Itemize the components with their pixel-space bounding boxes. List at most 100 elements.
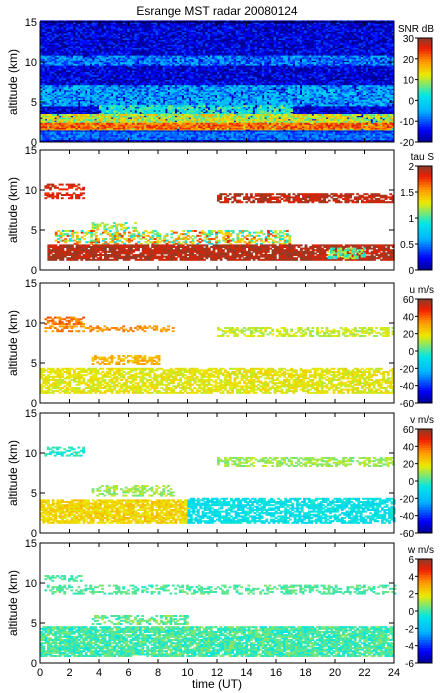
- data-cell: [132, 23, 135, 26]
- data-cell: [160, 28, 164, 31]
- data-cell: [73, 74, 76, 77]
- data-cell: [63, 68, 67, 71]
- data-cell: [91, 36, 95, 39]
- data-cell: [73, 110, 76, 112]
- data-cell: [77, 33, 81, 36]
- data-cell: [42, 81, 46, 84]
- data-cell: [82, 47, 86, 50]
- data-cell: [174, 82, 178, 85]
- data-cell: [82, 25, 86, 28]
- data-cell: [103, 42, 107, 45]
- data-cell: [66, 39, 69, 42]
- data-cell: [176, 68, 180, 71]
- data-cell: [103, 36, 107, 39]
- data-cell: [101, 31, 105, 34]
- data-cell: [84, 81, 88, 84]
- data-cell: [174, 84, 178, 87]
- data-cell: [82, 20, 86, 23]
- data-cell: [132, 39, 135, 42]
- data-cell: [91, 38, 95, 40]
- data-cell: [110, 44, 114, 47]
- data-cell: [153, 22, 157, 24]
- data-cell: [115, 49, 119, 52]
- data-cell: [117, 79, 121, 82]
- data-cell: [68, 70, 72, 72]
- data-cell: [42, 49, 46, 52]
- data-cell: [42, 111, 46, 114]
- data-cell: [49, 78, 53, 80]
- data-cell: [176, 23, 180, 26]
- data-cell: [89, 74, 93, 77]
- data-cell: [141, 140, 145, 143]
- data-cell: [169, 68, 173, 71]
- data-cell: [44, 28, 48, 31]
- data-cell: [80, 47, 83, 50]
- data-cell: [61, 111, 64, 114]
- data-cell: [77, 79, 81, 82]
- data-cell: [84, 65, 88, 68]
- data-cell: [162, 79, 166, 82]
- data-cell: [110, 49, 114, 52]
- data-cell: [172, 30, 175, 32]
- data-cell: [158, 70, 161, 72]
- data-cell: [127, 46, 131, 48]
- data-cell: [141, 68, 145, 71]
- data-cell: [134, 25, 138, 28]
- data-cell: [139, 39, 142, 42]
- data-cell: [176, 46, 180, 48]
- data-cell: [106, 62, 109, 64]
- data-cell: [134, 26, 138, 29]
- data-cell: [49, 23, 53, 26]
- data-cell: [82, 82, 86, 85]
- data-cell: [56, 82, 60, 85]
- data-cell: [75, 65, 79, 68]
- data-cell: [54, 49, 57, 52]
- data-cell: [73, 62, 76, 64]
- data-cell: [146, 38, 149, 40]
- data-cell: [91, 20, 95, 23]
- data-cell: [155, 36, 159, 39]
- data-cell: [153, 42, 157, 45]
- data-cell: [172, 28, 175, 31]
- data-cell: [120, 26, 123, 29]
- data-cell: [63, 49, 67, 52]
- data-cell: [101, 140, 105, 143]
- data-cell: [165, 66, 168, 69]
- data-cell: [141, 76, 145, 79]
- data-cell: [158, 71, 161, 74]
- data-cell: [49, 82, 53, 85]
- data-cell: [66, 71, 69, 74]
- data-cell: [40, 66, 43, 69]
- data-cell: [40, 111, 43, 114]
- data-cell: [47, 73, 50, 76]
- data-cell: [158, 84, 161, 87]
- data-cell: [176, 34, 180, 37]
- data-cell: [134, 81, 138, 84]
- data-cell: [127, 78, 131, 80]
- data-cell: [49, 30, 53, 32]
- data-cell: [87, 82, 90, 85]
- data-cell: [68, 49, 72, 52]
- data-cell: [84, 108, 88, 111]
- data-cell: [61, 50, 64, 53]
- data-cell: [127, 47, 131, 50]
- data-cell: [162, 42, 166, 45]
- data-cell: [108, 70, 112, 72]
- data-cell: [91, 79, 95, 82]
- data-cell: [148, 71, 152, 74]
- data-cell: [103, 41, 107, 44]
- data-cell: [110, 39, 114, 42]
- data-cell: [146, 39, 149, 42]
- data-cell: [51, 68, 55, 71]
- data-cell: [66, 78, 69, 80]
- data-cell: [120, 39, 123, 42]
- data-cell: [70, 31, 74, 34]
- data-cell: [160, 84, 164, 87]
- data-cell: [103, 76, 107, 79]
- data-cell: [150, 47, 154, 50]
- data-cell: [115, 52, 119, 55]
- data-cell: [134, 54, 138, 56]
- data-cell: [150, 71, 154, 74]
- data-cell: [101, 82, 105, 85]
- data-cell: [139, 38, 142, 40]
